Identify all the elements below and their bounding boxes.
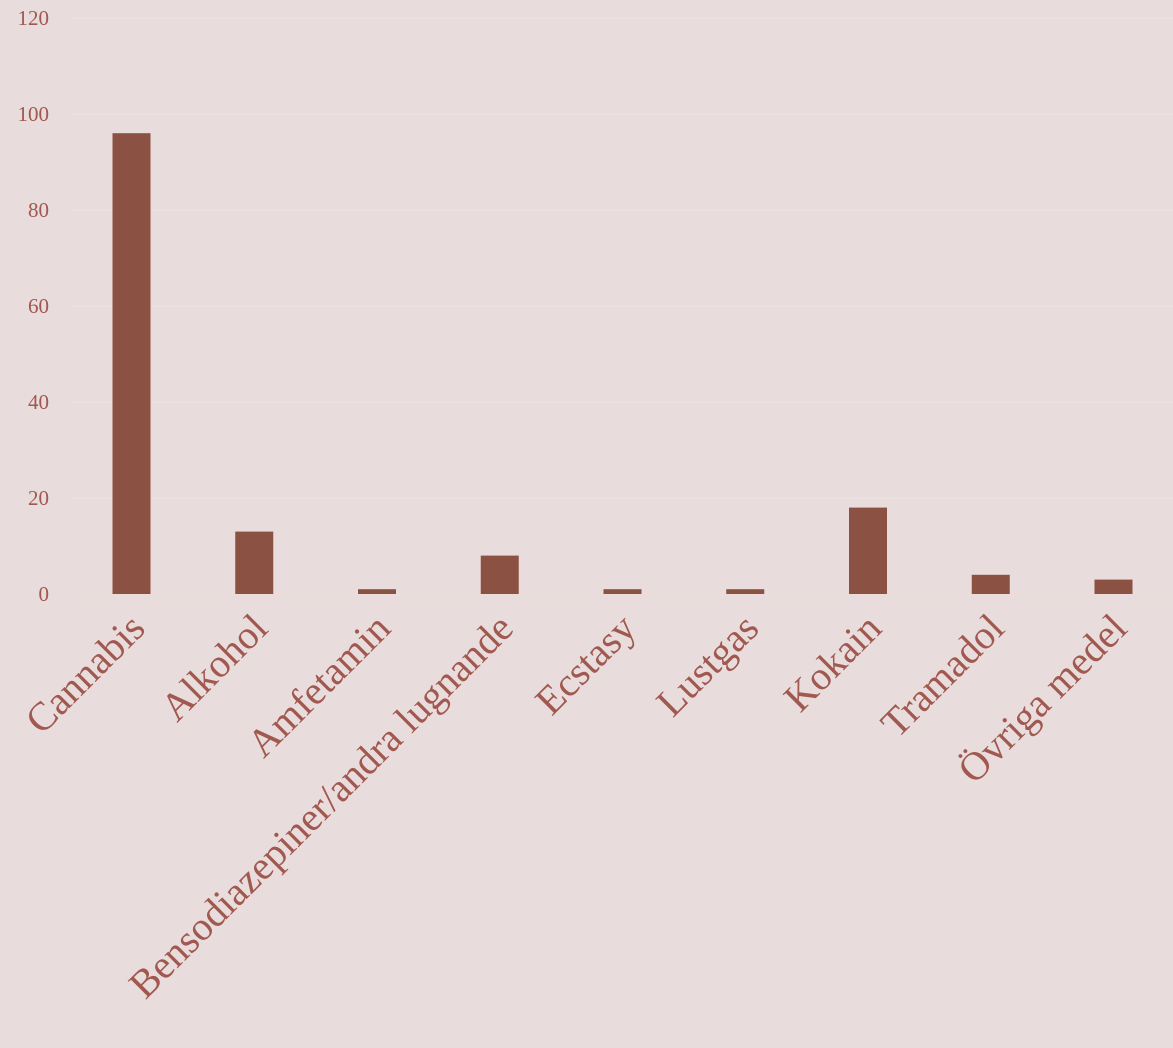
y-tick-label: 20 bbox=[28, 486, 49, 510]
bars bbox=[112, 133, 1133, 594]
x-axis-tick-labels: CannabisAlkoholAmfetaminBensodiazepiner/… bbox=[16, 605, 1135, 1007]
y-axis-tick-labels: 0 20 40 60 80 100 120 bbox=[18, 6, 50, 606]
bar bbox=[480, 555, 519, 594]
bar bbox=[849, 507, 887, 594]
y-tick-label: 40 bbox=[28, 390, 49, 414]
x-tick-label: Ecstasy bbox=[526, 605, 644, 723]
bar bbox=[235, 531, 274, 594]
y-tick-label: 0 bbox=[39, 582, 50, 606]
y-tick-label: 80 bbox=[28, 198, 49, 222]
y-tick-label: 60 bbox=[28, 294, 49, 318]
bar bbox=[1094, 579, 1133, 594]
bar bbox=[726, 589, 765, 594]
x-tick-label: Kokain bbox=[775, 605, 890, 720]
gridlines bbox=[72, 17, 1173, 595]
y-tick-label: 120 bbox=[18, 6, 50, 30]
bar bbox=[112, 133, 151, 594]
y-tick-label: 100 bbox=[18, 102, 50, 126]
x-tick-label: Lustgas bbox=[647, 605, 767, 725]
bar bbox=[358, 589, 396, 594]
bar bbox=[603, 589, 642, 594]
x-tick-label: Alkohol bbox=[152, 605, 277, 730]
x-tick-label: Cannabis bbox=[16, 605, 153, 742]
bar bbox=[971, 574, 1010, 594]
